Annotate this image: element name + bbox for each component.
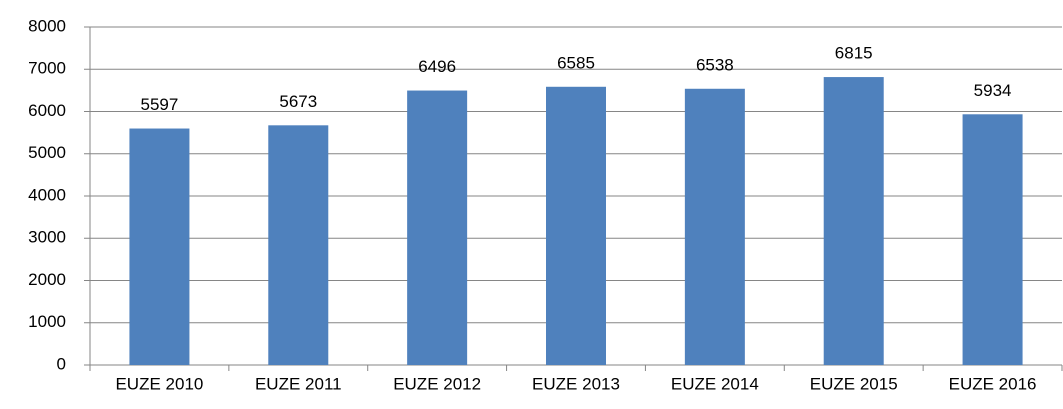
y-tick-label: 0 [57, 354, 66, 373]
x-tick-label: EUZE 2013 [532, 374, 620, 393]
x-tick-label: EUZE 2014 [671, 374, 759, 393]
x-tick-label: EUZE 2010 [115, 374, 203, 393]
y-tick-label: 8000 [28, 16, 66, 35]
data-label: 6538 [696, 55, 734, 74]
y-tick-label: 3000 [28, 228, 66, 247]
x-tick-label: EUZE 2015 [810, 374, 898, 393]
data-label: 6496 [418, 57, 456, 76]
data-label: 5934 [974, 81, 1012, 100]
bar [962, 114, 1023, 365]
y-tick-label: 7000 [28, 59, 66, 78]
bar [407, 90, 468, 365]
data-label: 6585 [557, 53, 595, 72]
y-tick-label: 5000 [28, 143, 66, 162]
x-tick-label: EUZE 2016 [949, 374, 1037, 393]
y-tick-label: 6000 [28, 101, 66, 120]
bar [129, 128, 190, 365]
bar [684, 88, 745, 365]
data-label: 5673 [279, 92, 317, 111]
y-tick-label: 1000 [28, 312, 66, 331]
y-tick-label: 2000 [28, 270, 66, 289]
data-label: 5597 [141, 95, 179, 114]
x-tick-label: EUZE 2012 [393, 374, 481, 393]
y-tick-label: 4000 [28, 185, 66, 204]
bar [546, 86, 606, 365]
x-tick-label: EUZE 2011 [255, 374, 342, 393]
bar [823, 77, 884, 365]
bar [268, 125, 329, 365]
data-label: 6815 [835, 44, 873, 63]
